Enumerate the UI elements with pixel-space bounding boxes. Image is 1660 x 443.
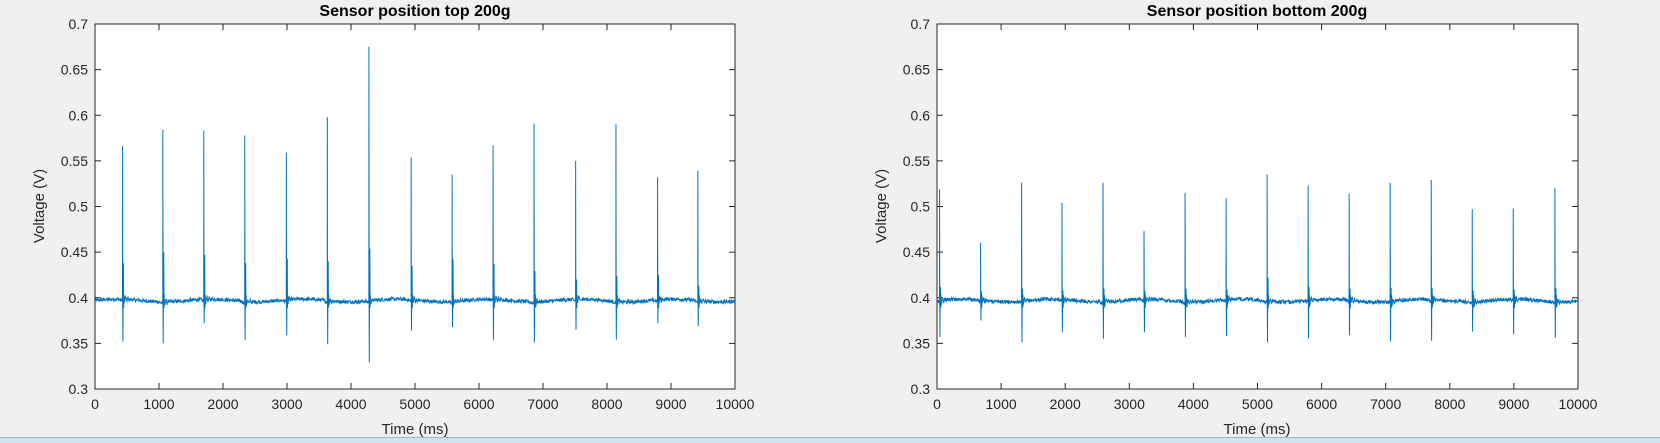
y-tick-label: 0.3 — [69, 381, 89, 397]
x-tick-label: 0 — [933, 396, 941, 412]
x-tick-label: 6000 — [1306, 396, 1337, 412]
x-tick-label: 9000 — [655, 396, 686, 412]
left-y-axis-label: Voltage (V) — [31, 169, 48, 243]
y-tick-label: 0.45 — [61, 244, 88, 260]
y-tick-label: 0.45 — [903, 244, 930, 260]
right-y-ticks: 0.3 0.35 0.4 0.45 0.5 0.55 0.6 0.65 0.7 — [903, 16, 1578, 397]
left-series-line — [94, 46, 736, 363]
left-y-ticks: 0.3 0.35 0.4 0.45 0.5 0.55 0.6 0.65 0.7 — [61, 16, 735, 397]
x-tick-label: 5000 — [1242, 396, 1273, 412]
right-plot-area — [936, 23, 1579, 390]
left-chart: Sensor position top 200g 0.30.350.40.450… — [31, 3, 755, 438]
x-tick-label: 4000 — [1178, 396, 1209, 412]
right-chart-title: Sensor position bottom 200g — [1147, 3, 1367, 20]
y-tick-label: 0.7 — [69, 16, 89, 32]
y-tick-label: 0.55 — [61, 153, 88, 169]
right-x-ticks: 0 1000 2000 3000 4000 5000 6000 7000 8000 9000 100… — [933, 24, 1598, 412]
left-x-ticks: 0 1000 2000 3000 4000 5000 6000 7000 8000 9000 100… — [91, 24, 755, 412]
x-tick-label: 2000 — [1050, 396, 1081, 412]
x-tick-label: 5000 — [399, 396, 430, 412]
x-tick-label: 10000 — [716, 396, 755, 412]
right-x-axis-label: Time (ms) — [1224, 421, 1291, 438]
x-tick-label: 7000 — [527, 396, 558, 412]
left-x-axis-label: Time (ms) — [382, 421, 449, 438]
right-y-axis-label: Voltage (V) — [873, 169, 890, 243]
y-tick-label: 0.6 — [911, 107, 931, 123]
x-tick-label: 1000 — [986, 396, 1017, 412]
x-tick-label: 10000 — [1559, 396, 1598, 412]
x-tick-label: 4000 — [335, 396, 366, 412]
right-series-line — [936, 174, 1579, 343]
x-tick-label: 3000 — [1114, 396, 1145, 412]
y-tick-label: 0.3 — [911, 381, 931, 397]
window-bottom-edge — [0, 437, 1660, 443]
y-tick-label: 0.7 — [911, 16, 931, 32]
right-chart: Sensor position bottom 200g 0.30.350.40.… — [873, 3, 1598, 438]
x-tick-label: 9000 — [1498, 396, 1529, 412]
x-tick-label: 0 — [91, 396, 99, 412]
y-tick-label: 0.65 — [61, 62, 88, 78]
x-tick-label: 6000 — [463, 396, 494, 412]
x-tick-label: 8000 — [591, 396, 622, 412]
x-tick-label: 3000 — [271, 396, 302, 412]
y-tick-label: 0.4 — [69, 290, 89, 306]
y-tick-label: 0.6 — [69, 107, 89, 123]
left-chart-title: Sensor position top 200g — [319, 3, 510, 20]
x-tick-label: 8000 — [1434, 396, 1465, 412]
y-tick-label: 0.55 — [903, 153, 930, 169]
x-tick-label: 1000 — [143, 396, 174, 412]
y-tick-label: 0.65 — [903, 62, 930, 78]
y-tick-label: 0.4 — [911, 290, 931, 306]
y-tick-label: 0.35 — [61, 335, 88, 351]
y-tick-label: 0.35 — [903, 335, 930, 351]
y-tick-label: 0.5 — [911, 199, 931, 215]
left-plot-area — [94, 23, 736, 390]
x-tick-label: 7000 — [1370, 396, 1401, 412]
x-tick-label: 2000 — [207, 396, 238, 412]
y-tick-label: 0.5 — [69, 199, 89, 215]
